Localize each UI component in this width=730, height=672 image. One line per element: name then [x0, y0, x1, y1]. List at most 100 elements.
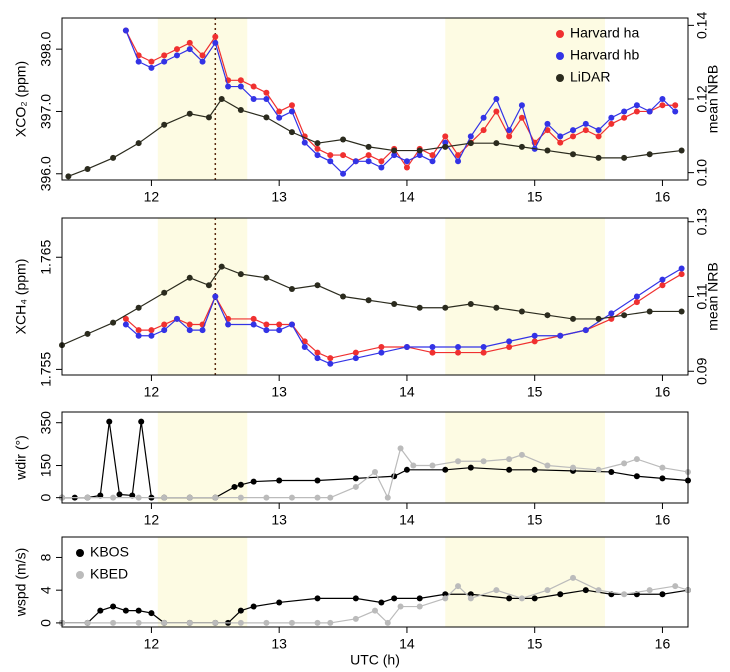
data-point [391, 595, 398, 602]
legend-swatch [76, 571, 84, 579]
data-point [544, 147, 551, 154]
data-point [212, 39, 219, 46]
data-point [148, 327, 155, 334]
data-point [633, 293, 640, 300]
data-point [365, 297, 372, 304]
x-tick-label: 12 [144, 636, 160, 652]
data-point [608, 120, 615, 127]
data-point [110, 319, 117, 326]
data-point [372, 607, 378, 614]
data-point [544, 587, 551, 594]
data-point [288, 102, 295, 109]
data-point [135, 58, 142, 65]
x-tick-label: 15 [527, 189, 543, 205]
data-point [595, 133, 602, 140]
data-point [186, 39, 193, 46]
data-point [595, 127, 602, 134]
data-point [659, 102, 666, 109]
y-axis-title: XCO₂ (ppm) [13, 61, 29, 137]
data-point [212, 494, 219, 501]
data-point [621, 460, 628, 467]
data-point [582, 587, 589, 594]
data-point [225, 83, 232, 90]
legend-swatch [556, 52, 564, 60]
data-point [199, 52, 206, 59]
legend-label: Harvard ha [570, 25, 639, 41]
data-point [173, 315, 180, 322]
data-point [122, 607, 129, 614]
x-tick-label: 13 [271, 189, 287, 205]
y-tick-label: 8 [38, 553, 54, 561]
data-point [301, 343, 308, 350]
data-point [288, 321, 295, 328]
data-point [327, 158, 334, 165]
y-axis-title: wdir (°) [13, 435, 29, 480]
data-point [301, 338, 308, 345]
data-point [237, 83, 244, 90]
data-point [110, 619, 117, 626]
shaded-region [445, 537, 605, 627]
data-point [237, 607, 244, 614]
data-point [416, 304, 423, 311]
legend-label: Harvard hb [570, 47, 639, 63]
data-point [621, 312, 628, 319]
data-point [352, 475, 359, 482]
data-point [161, 619, 168, 626]
data-point [186, 494, 193, 501]
data-point [633, 456, 640, 463]
y-tick-label: 1.765 [38, 240, 54, 275]
data-point [442, 595, 449, 602]
data-point [250, 321, 257, 328]
data-point [250, 315, 257, 322]
shaded-region [445, 218, 605, 375]
data-point [205, 282, 212, 289]
series-line [61, 265, 682, 346]
data-point [218, 96, 225, 102]
legend-label: LiDAR [570, 69, 610, 85]
data-point [678, 147, 685, 154]
data-point [237, 107, 244, 114]
data-point [391, 147, 398, 154]
data-point [148, 64, 155, 71]
data-point [429, 462, 436, 469]
data-point [678, 308, 685, 315]
data-point [608, 114, 615, 121]
data-point [186, 274, 193, 281]
shaded-region [157, 537, 248, 627]
data-point [263, 89, 270, 96]
x-tick-label: 13 [271, 636, 287, 652]
x-tick-label: 14 [399, 189, 415, 205]
x-tick-label: 14 [399, 384, 415, 400]
data-point [455, 349, 462, 356]
data-point [416, 147, 423, 154]
data-point [276, 114, 283, 121]
data-point [314, 494, 321, 501]
data-point [148, 610, 155, 617]
y-axis-title: wspd (m/s) [13, 548, 29, 617]
data-point [122, 321, 129, 328]
data-point [276, 321, 283, 328]
data-point [135, 494, 142, 501]
data-point [340, 152, 347, 159]
data-point [429, 152, 436, 159]
data-point [365, 152, 372, 159]
data-point [531, 466, 538, 473]
data-point [225, 321, 232, 328]
data-point [659, 475, 666, 482]
x-tick-label: 15 [527, 636, 543, 652]
data-point [212, 33, 219, 40]
data-point [455, 158, 462, 165]
y2-tick-label: 0.13 [694, 208, 710, 235]
y-axis-title: XCH₄ (ppm) [13, 259, 29, 335]
x-tick-label: 12 [144, 512, 160, 528]
plot-frame [61, 536, 689, 628]
data-point [135, 327, 142, 334]
data-point [557, 139, 564, 146]
data-point [263, 274, 270, 281]
data-point [557, 332, 564, 339]
data-point [595, 587, 602, 594]
legend-swatch [76, 549, 84, 557]
data-point [595, 315, 602, 322]
data-point [237, 77, 244, 84]
data-point [97, 492, 104, 499]
